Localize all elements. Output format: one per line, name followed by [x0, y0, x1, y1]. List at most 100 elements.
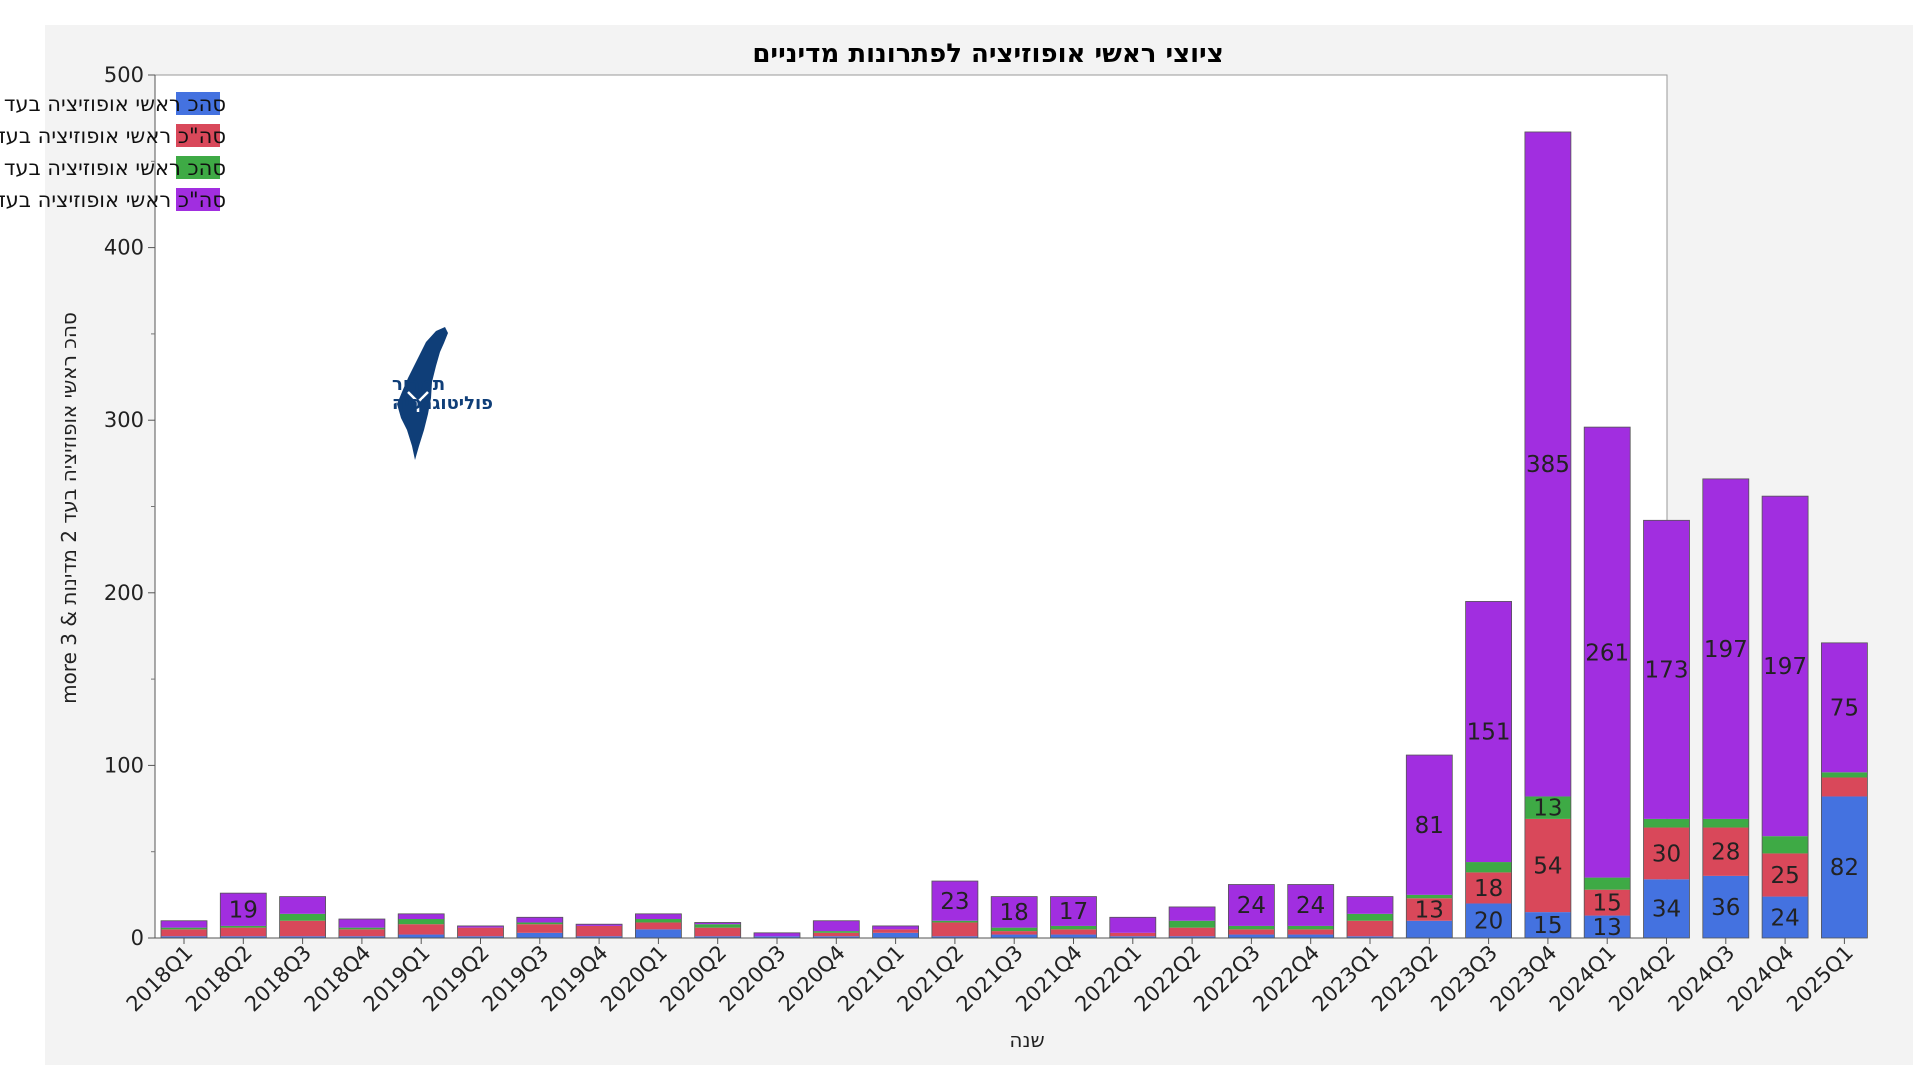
data-label: 28	[1711, 840, 1740, 866]
data-label: 24	[1770, 905, 1799, 931]
bar-segment	[1228, 929, 1275, 935]
bar-segment	[576, 925, 623, 937]
bar-segment	[1821, 777, 1868, 797]
data-label: 75	[1830, 696, 1859, 722]
data-label: 13	[1533, 796, 1562, 822]
bar-segment	[1050, 929, 1097, 935]
bar-segment	[991, 934, 1038, 938]
bar-segment	[279, 936, 326, 938]
bars-layer	[160, 131, 1868, 939]
bar-segment	[576, 924, 623, 926]
bar-segment	[516, 924, 563, 933]
bar-segment	[398, 924, 445, 935]
data-label: 18	[1000, 900, 1029, 926]
bar-segment	[161, 927, 207, 930]
data-label: 81	[1415, 813, 1444, 839]
bar-segment	[1702, 478, 1749, 819]
bar-segment	[1821, 772, 1868, 778]
data-labels-layer: 19 23 18 17 24 24 1381201815115541338513152613…	[229, 452, 1859, 941]
data-label: 261	[1585, 640, 1629, 666]
bar-segment	[872, 925, 919, 930]
bar-segment	[398, 934, 445, 938]
bar-segment	[635, 913, 682, 920]
bar-segment	[1643, 879, 1690, 938]
data-label: 82	[1830, 855, 1859, 881]
bar-segment	[1465, 862, 1512, 873]
legend-swatch	[176, 124, 220, 147]
bar-segment	[516, 932, 563, 938]
legend-swatch	[176, 156, 220, 179]
bar-segment	[931, 936, 978, 938]
bar-segment	[220, 925, 267, 928]
bar-segment	[1347, 896, 1393, 914]
data-label: 173	[1645, 658, 1689, 684]
bar-segment	[872, 929, 919, 933]
bar-segment	[991, 896, 1038, 928]
data-label: 197	[1704, 637, 1748, 663]
bar-segment	[635, 929, 682, 938]
data-label: 24	[1237, 893, 1266, 919]
bar-segment	[991, 927, 1038, 932]
bar-segment	[1406, 898, 1453, 921]
logo-line1: תמרור	[392, 374, 445, 395]
bar-segment	[1762, 836, 1809, 854]
bar-segment	[813, 936, 860, 938]
bar-segment	[220, 893, 267, 926]
logo: תמרור פוליטוגרפיה	[392, 327, 493, 460]
data-label: 151	[1467, 720, 1511, 746]
data-label: 19	[229, 898, 258, 924]
legend-label: סהכ ראשי אופוזיציה בעד 2 מדינות	[0, 92, 226, 116]
bar-segment	[694, 927, 741, 937]
logo-line2: פוליטוגרפיה	[392, 393, 493, 414]
bar-segment	[1406, 920, 1453, 938]
data-label: 30	[1652, 841, 1681, 867]
bar-segment	[931, 920, 978, 923]
bar-segment	[220, 936, 267, 938]
bar-segment	[1347, 913, 1393, 921]
bar-segment	[1821, 642, 1868, 773]
chart-title: ציוצי ראשי אופוזיציה לפתרונות מדיניים	[752, 39, 1223, 69]
bar-segment	[1465, 601, 1512, 863]
bar-segment	[398, 913, 445, 920]
data-label: 197	[1763, 654, 1807, 680]
bar-segment	[576, 936, 623, 938]
data-label: 20	[1474, 909, 1503, 935]
bar-segment	[872, 932, 919, 938]
bar-segment	[161, 929, 207, 937]
bar-segment	[1406, 755, 1453, 895]
bar-segment	[1347, 920, 1393, 937]
x-axis-label: שנה	[1009, 1028, 1044, 1052]
data-label: 23	[940, 889, 969, 915]
bar-segment	[813, 920, 860, 932]
bar-segment	[338, 929, 385, 937]
bar-segment	[1228, 925, 1275, 930]
bar-segment	[1109, 936, 1156, 938]
legend-label: סה"כ ראשי אופוזיציה בעד היפרדות	[0, 124, 226, 148]
data-label: 13	[1415, 898, 1444, 924]
y-tick-label: 300	[104, 408, 144, 432]
bar-segment	[338, 919, 385, 928]
bar-segment	[1465, 903, 1512, 938]
data-label: 34	[1652, 897, 1681, 923]
bar-segment	[1287, 925, 1334, 930]
bar-segment	[1169, 927, 1216, 937]
bar-segment	[813, 932, 860, 937]
bar-segment	[1169, 920, 1216, 928]
x-tick-label: 2025Q1	[1782, 941, 1858, 1017]
bar-segment	[220, 927, 267, 937]
data-label: 36	[1711, 895, 1740, 921]
bar-segment	[1524, 818, 1571, 913]
bar-segment	[813, 931, 860, 933]
bar-segment	[1821, 796, 1868, 938]
bar-segment	[516, 917, 563, 923]
bar-segment	[279, 913, 326, 921]
bar-segment	[1109, 917, 1156, 933]
legend-swatch	[176, 92, 220, 115]
y-tick-label: 0	[131, 926, 144, 950]
bar-segment	[1643, 818, 1690, 828]
x-axis: 2018Q12018Q22018Q32018Q42019Q12019Q22019…	[122, 937, 1858, 1017]
bar-segment	[161, 920, 207, 928]
bar-segment	[161, 936, 207, 938]
bar-segment	[1287, 929, 1334, 935]
